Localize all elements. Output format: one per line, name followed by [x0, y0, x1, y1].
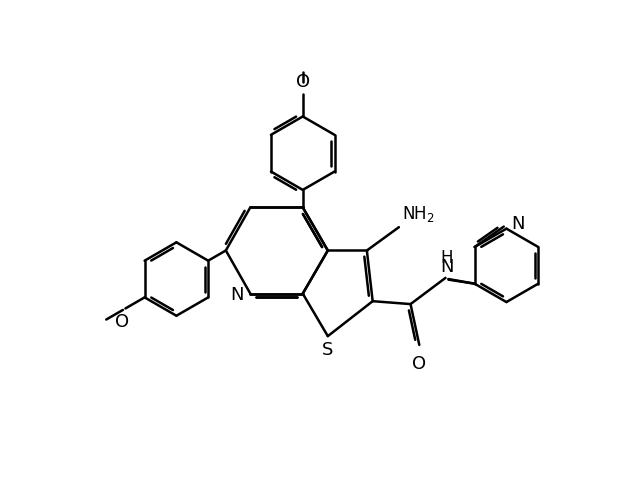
Text: N: N	[511, 215, 525, 233]
Text: O: O	[296, 73, 310, 91]
Text: H: H	[440, 250, 453, 267]
Text: O: O	[412, 355, 426, 373]
Text: NH$_2$: NH$_2$	[402, 204, 435, 224]
Text: O: O	[115, 313, 130, 331]
Text: N: N	[230, 286, 244, 304]
Text: N: N	[440, 258, 454, 276]
Text: S: S	[322, 341, 333, 359]
